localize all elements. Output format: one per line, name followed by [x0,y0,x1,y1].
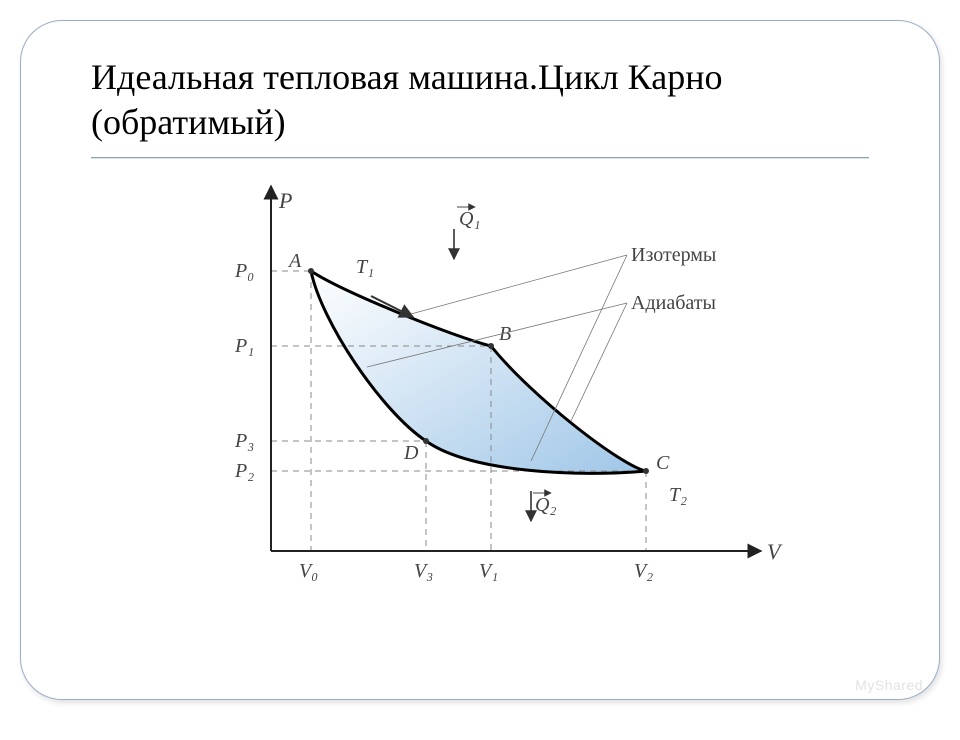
point-b [488,343,494,349]
point-a [308,268,314,274]
point-c [643,468,649,474]
y-tick-label: P₃ [234,430,254,452]
y-tick-label: P₁ [234,335,254,357]
x-tick-label: V₃ [414,560,433,582]
x-axis-label: V [767,539,783,564]
slide-frame: Идеальная тепловая машина.Цикл Карно (об… [20,20,940,700]
title-underline [91,157,869,159]
isotherms-leader-0 [411,255,627,314]
point-label-c: C [656,452,670,474]
slide-title: Идеальная тепловая машина.Цикл Карно (об… [91,55,869,145]
point-label-a: A [287,250,302,272]
isotherms-label: Изотермы [631,244,716,266]
x-tick-label: V₂ [634,560,653,582]
point-d [423,438,429,444]
pv-svg: PVP₀P₁P₃P₂V₀V₃V₁V₂ABCDT₁T₂Q₁Q₂ИзотермыАд… [191,171,791,611]
point-label-d: D [403,442,419,464]
y-tick-label: P₂ [234,460,254,482]
x-tick-label: V₀ [299,560,318,582]
adiabats-label: Адиабаты [631,292,716,314]
q1-label: Q₁ [459,208,480,230]
x-tick-label: V₁ [479,560,498,582]
pv-diagram: PVP₀P₁P₃P₂V₀V₃V₁V₂ABCDT₁T₂Q₁Q₂ИзотермыАд… [191,171,791,611]
y-axis-label: P [278,188,292,213]
y-tick-label: P₀ [234,260,254,282]
adiabats-leader-0 [571,303,627,421]
t1-label: T₁ [356,256,374,278]
q2-label: Q₂ [535,494,556,516]
watermark: MyShared [855,677,923,693]
t2-label: T₂ [669,484,687,506]
